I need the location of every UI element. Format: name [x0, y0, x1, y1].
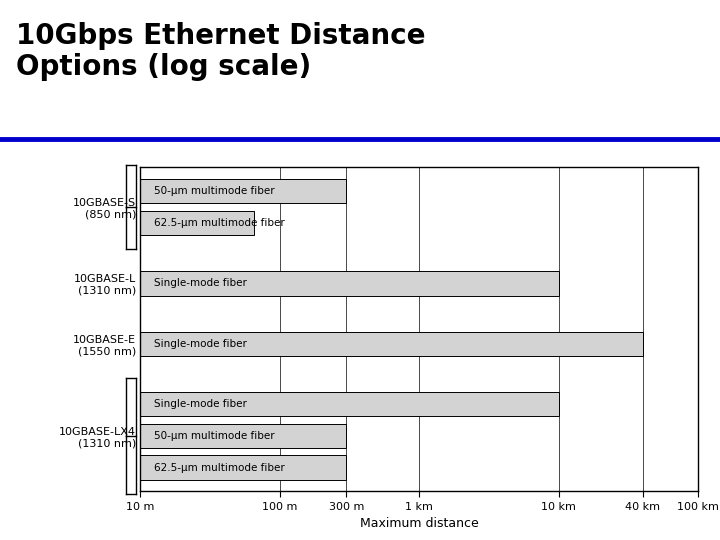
Text: 10Gbps Ethernet Distance
Options (log scale): 10Gbps Ethernet Distance Options (log sc…: [16, 22, 426, 81]
Text: 62.5-µm multimode fiber: 62.5-µm multimode fiber: [154, 462, 284, 472]
Text: 50-µm multimode fiber: 50-µm multimode fiber: [154, 431, 274, 441]
Text: 50-µm multimode fiber: 50-µm multimode fiber: [154, 186, 274, 197]
Bar: [140, 424, 346, 448]
Text: Single-mode fiber: Single-mode fiber: [154, 278, 247, 288]
Bar: [140, 332, 643, 356]
Bar: [140, 392, 559, 416]
X-axis label: Maximum distance: Maximum distance: [360, 517, 479, 530]
Bar: [140, 211, 254, 235]
Bar: [140, 179, 346, 204]
Bar: [140, 455, 346, 480]
Text: 62.5-µm multimode fiber: 62.5-µm multimode fiber: [154, 218, 284, 228]
Text: Single-mode fiber: Single-mode fiber: [154, 339, 247, 349]
Text: Single-mode fiber: Single-mode fiber: [154, 399, 247, 409]
Bar: [140, 271, 559, 295]
